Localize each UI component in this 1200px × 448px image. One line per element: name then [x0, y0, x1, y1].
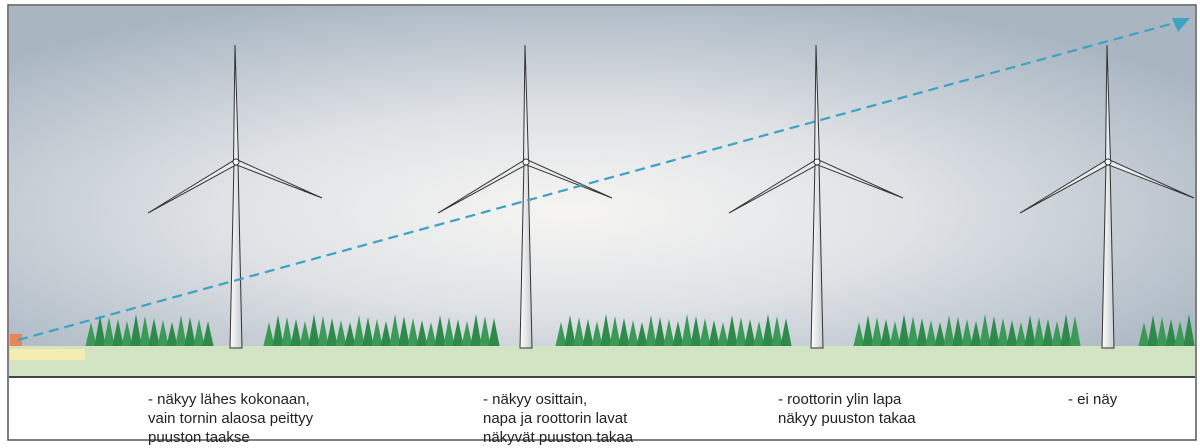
caption-line: näkyy puuston takaa — [778, 410, 916, 427]
caption-line: - näkyy lähes kokonaan, — [148, 391, 310, 408]
sky — [9, 6, 1195, 348]
caption-line: - roottorin ylin lapa — [778, 391, 902, 408]
caption-line: näkyvät puuston takaa — [483, 429, 634, 446]
viewpoint-strip — [10, 349, 85, 360]
ground — [9, 346, 1195, 377]
hub — [814, 159, 820, 165]
caption-line: puuston taakse — [148, 429, 250, 446]
caption-line: - näkyy osittain, — [483, 391, 587, 408]
hub — [233, 159, 239, 165]
caption-line: - ei näy — [1068, 391, 1118, 408]
hub — [1105, 159, 1111, 165]
caption-line: napa ja roottorin lavat — [483, 410, 628, 427]
hub — [523, 159, 529, 165]
caption-line: vain tornin alaosa peittyy — [148, 410, 314, 427]
diagram: - näkyy lähes kokonaan, vain tornin alaos… — [0, 0, 1200, 448]
